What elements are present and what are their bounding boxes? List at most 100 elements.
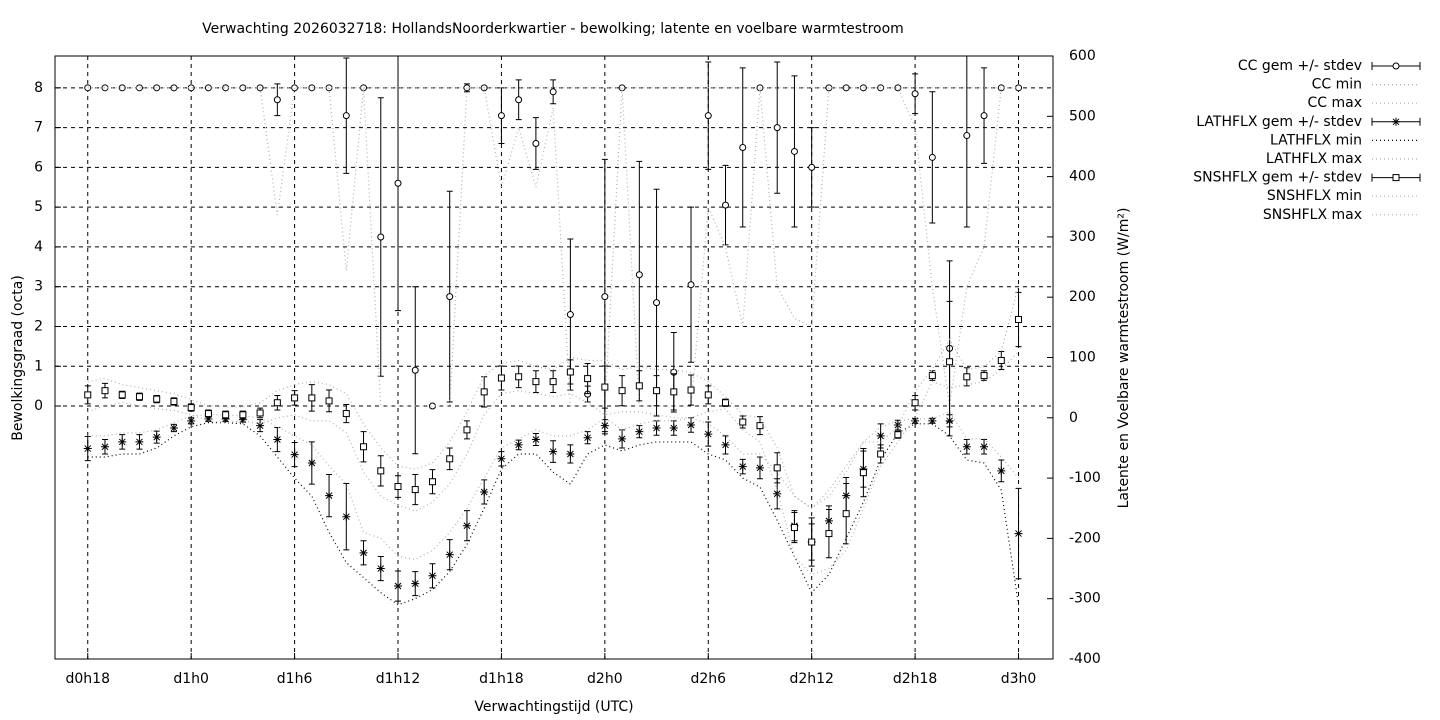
point bbox=[928, 153, 936, 161]
x-tick-label: d2h12 bbox=[789, 671, 833, 687]
point bbox=[497, 374, 505, 382]
point bbox=[497, 112, 505, 120]
point bbox=[480, 487, 489, 496]
legend-label: LATHFLX gem +/- stdev bbox=[1196, 114, 1362, 130]
legend-label: CC gem +/- stdev bbox=[1238, 58, 1362, 74]
point bbox=[273, 96, 281, 104]
point bbox=[790, 524, 798, 532]
range-line bbox=[87, 422, 1020, 606]
point bbox=[842, 84, 850, 92]
point bbox=[670, 388, 678, 396]
point bbox=[997, 466, 1006, 475]
point bbox=[394, 483, 402, 491]
point bbox=[962, 442, 971, 451]
y-axis-label: Bewolkingsgraad (octa) bbox=[10, 275, 26, 441]
point bbox=[687, 386, 695, 394]
point bbox=[394, 179, 402, 187]
legend-label: SNSHFLX max bbox=[1263, 207, 1362, 223]
point bbox=[135, 437, 144, 446]
point bbox=[342, 410, 350, 418]
point bbox=[342, 112, 350, 120]
point bbox=[360, 84, 368, 92]
point bbox=[515, 373, 523, 381]
point bbox=[842, 510, 850, 518]
y2-axis-label: Latente en Voelbare warmtestroom (W/m²) bbox=[1116, 208, 1132, 509]
x-tick-label: d3h0 bbox=[1001, 671, 1037, 687]
x-tick-label: d1h0 bbox=[173, 671, 209, 687]
point bbox=[291, 394, 299, 402]
point bbox=[514, 440, 523, 449]
y-tick-label: 4 bbox=[34, 239, 43, 255]
y2-tick-label: -400 bbox=[1069, 651, 1101, 667]
y2-tick-label: 500 bbox=[1069, 108, 1096, 124]
point bbox=[773, 124, 781, 132]
legend-label: SNSHFLX gem +/- stdev bbox=[1193, 170, 1362, 186]
x-tick-label: d0h18 bbox=[66, 671, 110, 687]
x-tick-label: d2h0 bbox=[587, 671, 623, 687]
point bbox=[893, 421, 902, 430]
point bbox=[566, 449, 575, 458]
x-tick-label: d1h6 bbox=[277, 671, 313, 687]
y-tick-label: 2 bbox=[34, 318, 43, 334]
point bbox=[187, 84, 195, 92]
point bbox=[187, 416, 196, 425]
point bbox=[239, 411, 247, 419]
point bbox=[911, 416, 920, 425]
point bbox=[532, 378, 540, 386]
point bbox=[290, 450, 299, 459]
point bbox=[894, 431, 902, 439]
legend-label: CC min bbox=[1312, 77, 1362, 93]
point bbox=[169, 424, 178, 433]
point bbox=[722, 399, 730, 407]
point bbox=[531, 435, 540, 444]
point bbox=[445, 550, 454, 559]
plot-frame bbox=[54, 55, 1054, 660]
point bbox=[101, 387, 109, 395]
point bbox=[273, 399, 281, 407]
point bbox=[946, 358, 954, 366]
point bbox=[980, 112, 988, 120]
point bbox=[222, 84, 230, 92]
point bbox=[600, 421, 609, 430]
point bbox=[377, 467, 385, 475]
point bbox=[221, 415, 230, 424]
point bbox=[722, 201, 730, 209]
point bbox=[532, 140, 540, 148]
x-tick-label: d2h6 bbox=[690, 671, 726, 687]
point bbox=[411, 579, 420, 588]
point bbox=[256, 409, 264, 417]
point bbox=[618, 434, 627, 443]
point bbox=[618, 387, 626, 395]
point bbox=[653, 387, 661, 395]
point bbox=[790, 147, 798, 155]
point bbox=[325, 397, 333, 405]
point bbox=[325, 491, 334, 500]
point bbox=[463, 426, 471, 434]
point bbox=[480, 388, 488, 396]
point bbox=[721, 440, 730, 449]
y2-tick-label: 200 bbox=[1069, 289, 1096, 305]
point bbox=[118, 437, 127, 446]
point bbox=[704, 430, 713, 439]
point bbox=[497, 454, 506, 463]
y2-tick-label: -100 bbox=[1069, 470, 1101, 486]
point bbox=[635, 271, 643, 279]
point bbox=[808, 538, 816, 546]
point bbox=[239, 84, 247, 92]
point bbox=[928, 416, 937, 425]
y2-tick-label: 600 bbox=[1069, 48, 1096, 64]
point bbox=[601, 383, 609, 391]
point bbox=[84, 391, 92, 399]
y-tick-label: 0 bbox=[34, 398, 43, 414]
point bbox=[204, 415, 213, 424]
x-tick-label: d1h18 bbox=[479, 671, 523, 687]
y-tick-label: 6 bbox=[34, 159, 43, 175]
legend-marker bbox=[1392, 117, 1400, 126]
point bbox=[342, 512, 351, 521]
x-tick-label: d2h18 bbox=[893, 671, 937, 687]
point bbox=[739, 143, 747, 151]
point bbox=[928, 372, 936, 380]
point bbox=[755, 463, 764, 472]
point bbox=[549, 378, 557, 386]
